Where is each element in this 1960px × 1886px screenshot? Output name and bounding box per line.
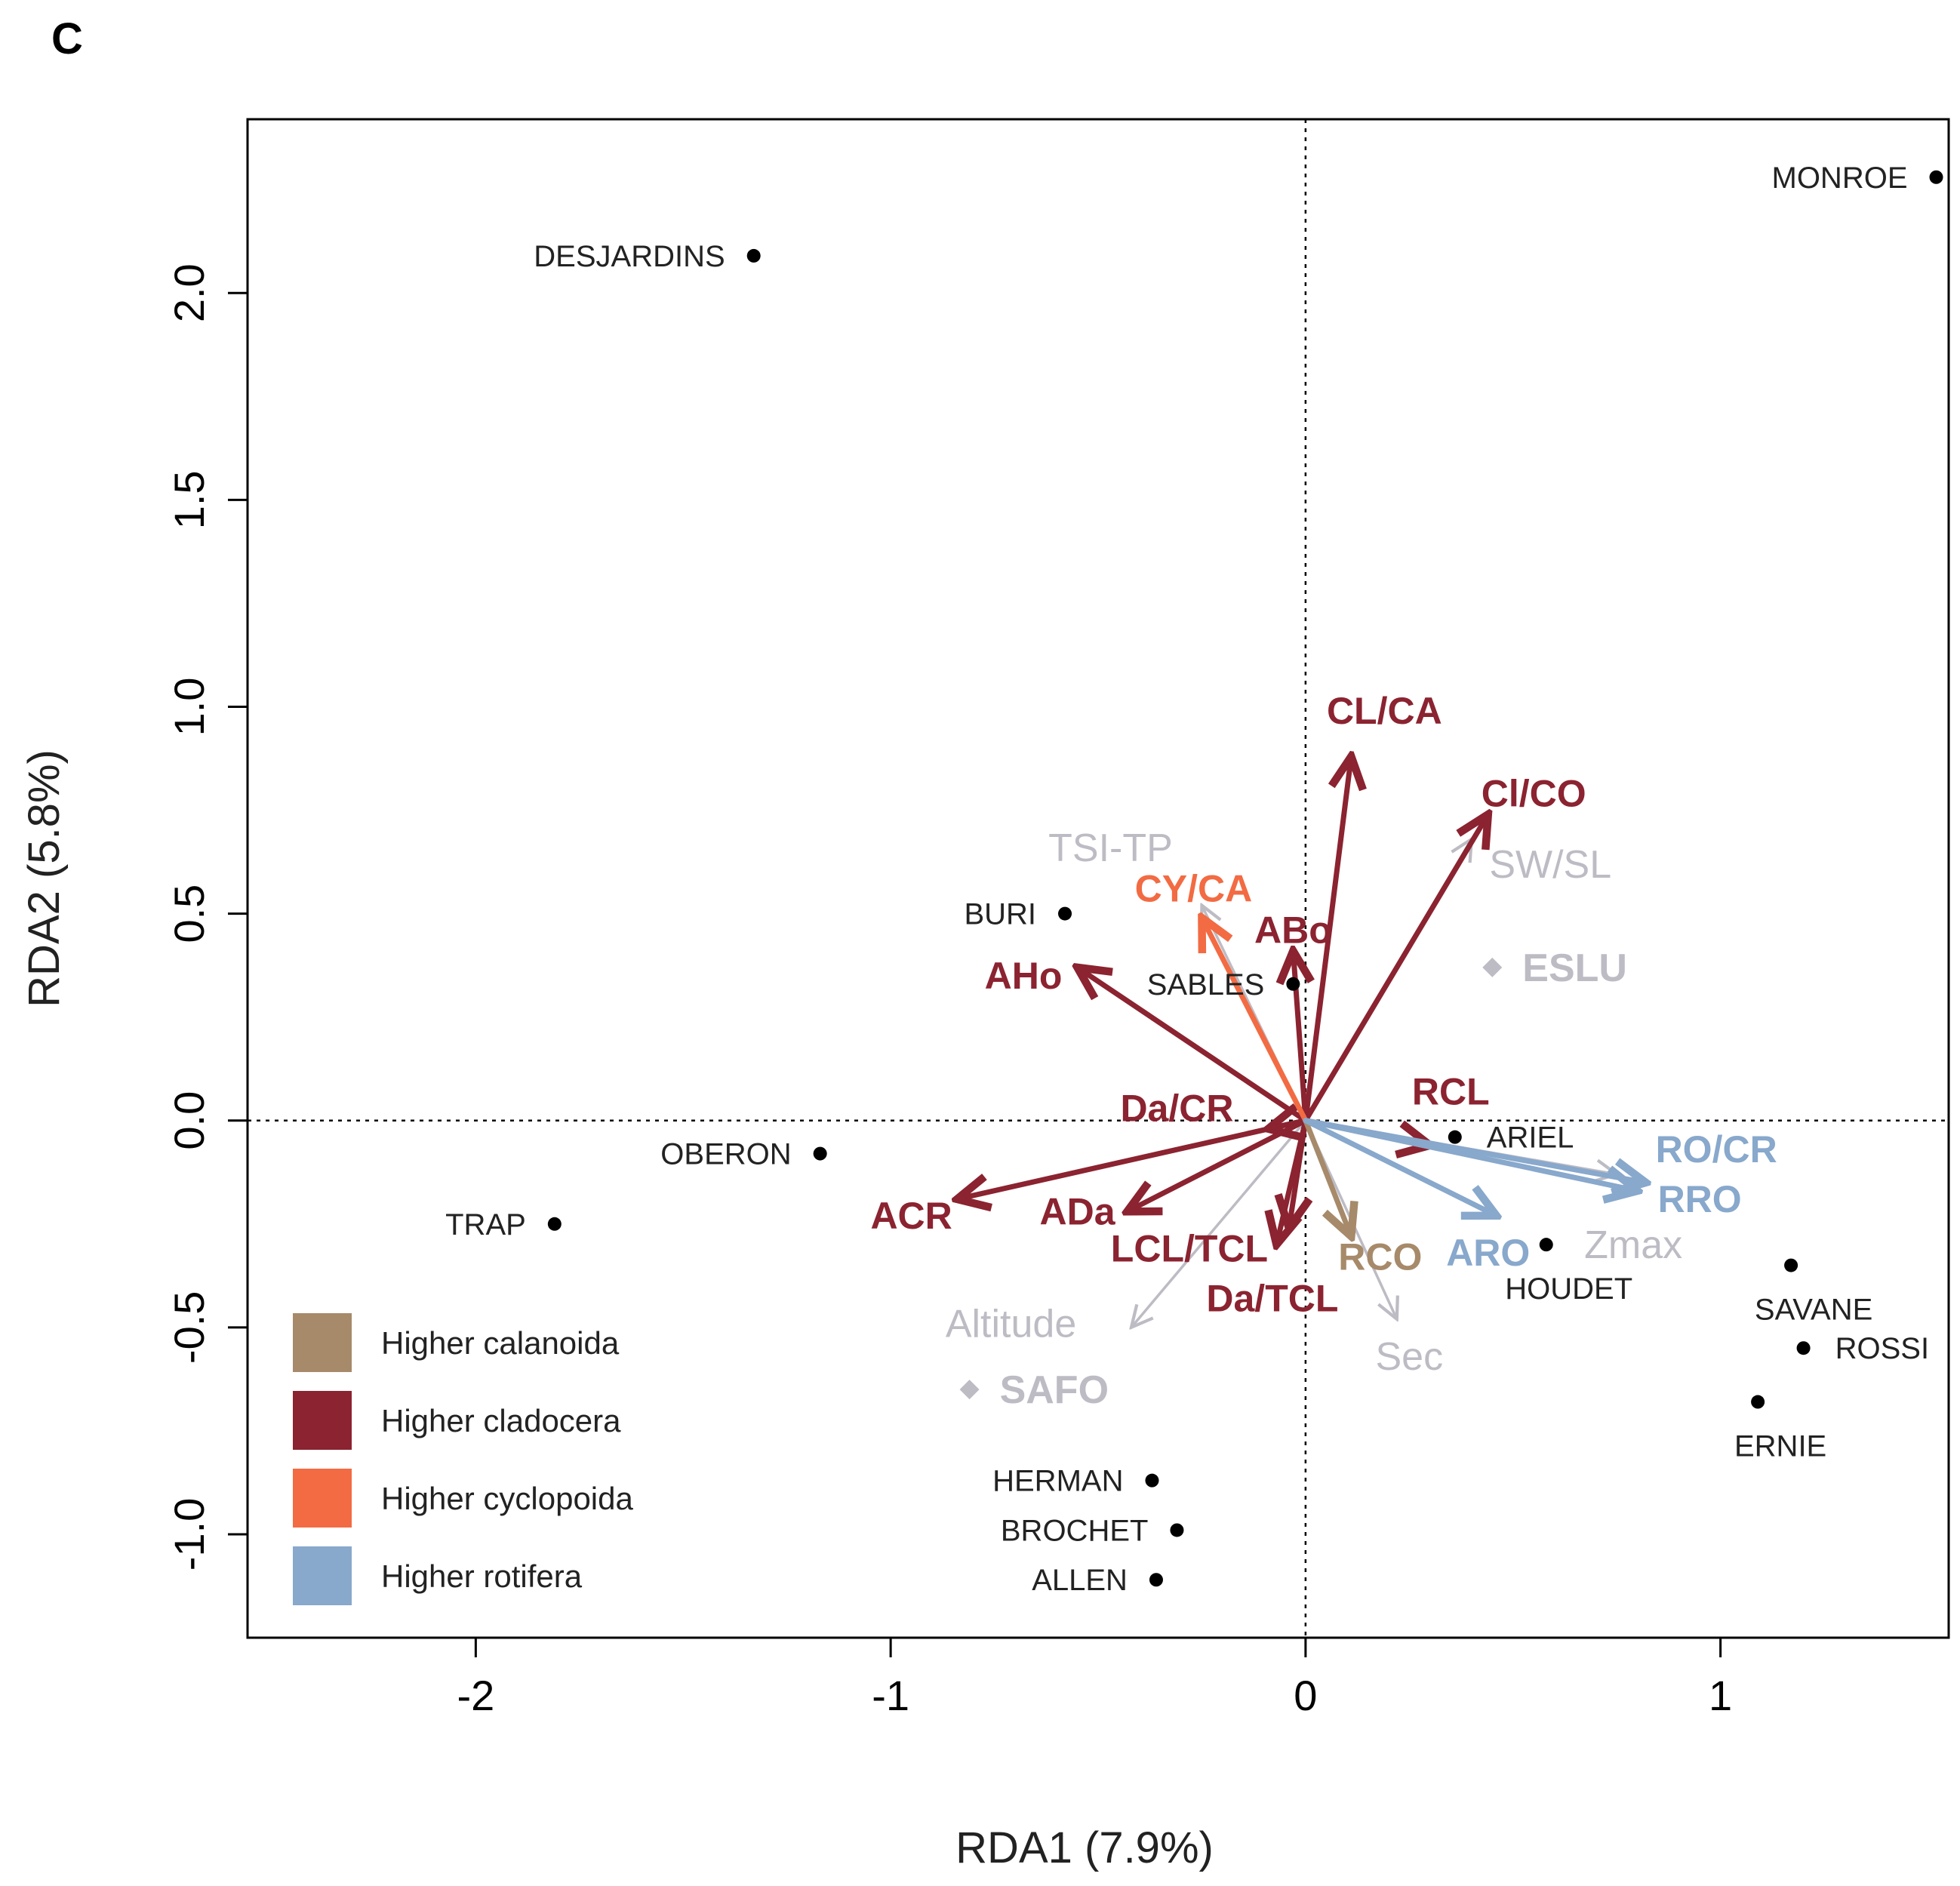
response-label-aho: AHo [985,955,1063,997]
site-label-ariel: ARIEL [1487,1121,1574,1155]
site-point-monroe [1929,170,1943,184]
response-arrow-acr [957,1118,1309,1199]
site-label-allen: ALLEN [1032,1564,1128,1597]
legend-label-rotifera: Higher rotifera [381,1558,583,1594]
response-label-da-tcl: Da/TCL [1206,1277,1338,1319]
site-point-buri [1058,906,1072,921]
y-tick-label: 2.0 [165,263,213,322]
site-point-oberon [813,1146,827,1161]
response-label-cl-ca: CL/CA [1327,690,1442,732]
env-label-tsi-tp: TSI-TP [1048,826,1173,870]
response-label-lcl-tcl: LCL/TCL [1111,1228,1268,1270]
site-point-allen [1149,1573,1163,1587]
site-points: MONROE DESJARDINS BURI SABLES ARIEL OBERON TRA… [445,162,1943,1597]
x-axis: -2 -1 0 1 [457,1638,1732,1719]
response-arrow-aro [1303,1118,1497,1216]
env-point-eslu [1482,957,1503,977]
response-arrow-cy-ca [1202,918,1309,1124]
env-label-sec: Sec [1376,1335,1444,1379]
y-tick-label: 0.0 [165,1091,213,1150]
y-axis-title: RDA2 (5.8%) [20,749,69,1008]
response-label-rcl: RCL [1412,1070,1490,1112]
legend-label-cyclopoida: Higher cyclopoida [381,1481,633,1516]
x-tick-label: 1 [1709,1672,1732,1719]
x-tick-label: -1 [872,1672,909,1719]
site-label-trap: TRAP [445,1208,526,1241]
response-label-cl-co: Cl/CO [1482,773,1586,815]
site-label-herman: HERMAN [992,1465,1123,1498]
response-label-cy-ca: CY/CA [1135,868,1253,910]
env-arrow-altitude [1131,1119,1307,1328]
response-arrow-rco [1303,1118,1351,1237]
legend-label-calanoida: Higher calanoida [381,1325,620,1361]
legend-swatch-rotifera [293,1546,352,1605]
y-tick-label: 0.5 [165,885,213,943]
env-label-altitude: Altitude [946,1302,1076,1346]
response-label-da-cr: Da/CR [1120,1087,1233,1129]
legend-swatch-cyclopoida [293,1469,352,1528]
legend-swatch-calanoida [293,1313,352,1372]
env-label-sw-sl: SW/SL [1489,843,1611,887]
env-label-zmax: Zmax [1584,1223,1682,1267]
site-point-desjardins [746,248,761,263]
response-label-rro: RRO [1658,1178,1742,1220]
site-point-herman [1145,1473,1159,1488]
response-label-abo: ABo [1254,909,1332,952]
response-label-acr: ACR [870,1195,952,1237]
y-axis: -1.0 -0.5 0.0 0.5 1.0 1.5 2.0 [165,263,248,1571]
site-label-monroe: MONROE [1772,162,1908,195]
site-label-savane: SAVANE [1755,1294,1872,1327]
plot-frame [246,118,1950,1639]
panel-label: C [51,14,83,63]
site-label-houdet: HOUDET [1505,1272,1632,1306]
site-point-sables [1286,977,1300,991]
response-arrow-da-tcl [1289,1118,1306,1229]
response-label-aro: ARO [1446,1232,1530,1274]
x-axis-title: RDA1 (7.9%) [955,1823,1214,1872]
site-label-rossi: ROSSI [1835,1332,1929,1365]
site-label-sables: SABLES [1147,968,1265,1001]
x-tick-label: 0 [1294,1672,1317,1719]
env-point-label-eslu: ESLU [1522,946,1627,990]
zero-reference-lines [248,119,1949,1638]
y-tick-label: 1.5 [165,470,213,529]
site-point-savane [1784,1258,1798,1272]
y-tick-label: -0.5 [165,1291,213,1365]
site-label-desjardins: DESJARDINS [534,240,725,273]
response-arrow-ada [1127,1118,1309,1212]
response-label-rco: RCO [1338,1236,1422,1278]
response-arrow-cl-ca [1303,756,1351,1124]
response-arrow-cl-co [1303,814,1488,1124]
env-point-label-safo: SAFO [1000,1368,1109,1412]
legend-swatch-cladocera [293,1391,352,1450]
site-label-ernie: ERNIE [1734,1430,1826,1463]
response-arrow-aho [1078,968,1309,1124]
site-point-trap [547,1217,562,1231]
response-arrow-rro [1303,1118,1638,1191]
x-tick-label: -2 [457,1672,494,1719]
environment-vectors: TSI-TP SW/SL Altitude Sec Zmax ESLU SAFO [946,826,1682,1412]
y-tick-label: -1.0 [165,1498,213,1571]
response-label-ro-cr: RO/CR [1656,1128,1777,1171]
site-point-brochet [1170,1523,1184,1537]
response-label-ada: ADa [1039,1190,1115,1232]
site-label-oberon: OBERON [660,1138,791,1171]
env-point-safo [959,1380,980,1400]
site-point-houdet [1539,1238,1553,1252]
site-label-buri: BURI [964,898,1036,931]
legend-label-cladocera: Higher cladocera [381,1403,621,1438]
site-point-ariel [1448,1130,1462,1144]
site-point-rossi [1796,1341,1811,1355]
legend: Higher calanoida Higher cladocera Higher c… [293,1313,633,1605]
y-tick-label: 1.0 [165,678,213,737]
site-label-brochet: BROCHET [1001,1514,1149,1547]
site-point-ernie [1751,1395,1765,1409]
